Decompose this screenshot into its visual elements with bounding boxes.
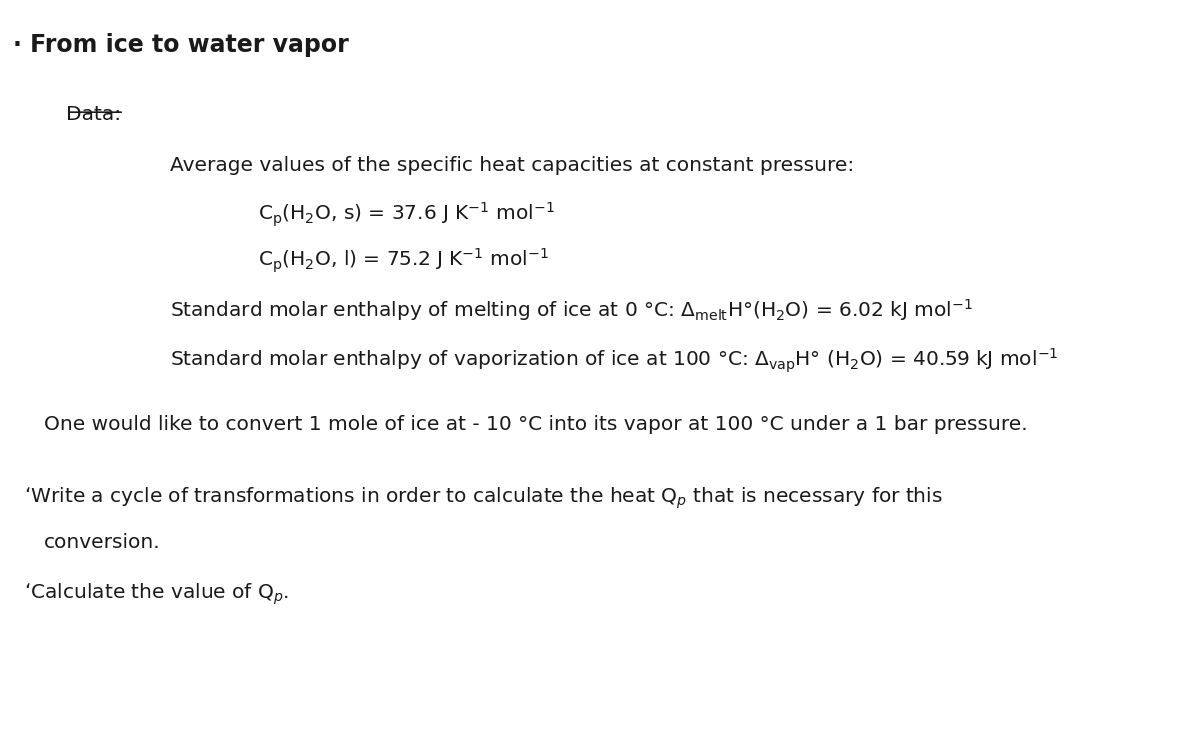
Text: $\mathregular{C_p}$(H$_2$O, l) = 75.2 J K$^{-1}$ mol$^{-1}$: $\mathregular{C_p}$(H$_2$O, l) = 75.2 J … xyxy=(258,246,548,275)
Text: · From ice to water vapor: · From ice to water vapor xyxy=(13,33,349,58)
Text: ‘Calculate the value of Q$_p$.: ‘Calculate the value of Q$_p$. xyxy=(24,582,289,607)
Text: ‘Write a cycle of transformations in order to calculate the heat Q$_p$ that is n: ‘Write a cycle of transformations in ord… xyxy=(24,486,943,511)
Text: Standard molar enthalpy of melting of ice at 0 °C: $\Delta_\mathregular{melt}$H°: Standard molar enthalpy of melting of ic… xyxy=(170,297,973,323)
Text: Standard molar enthalpy of vaporization of ice at 100 °C: $\Delta_\mathregular{v: Standard molar enthalpy of vaporization … xyxy=(170,347,1058,375)
Text: One would like to convert 1 mole of ice at - 10 °C into its vapor at 100 °C unde: One would like to convert 1 mole of ice … xyxy=(44,415,1027,434)
Text: Data:: Data: xyxy=(66,105,121,124)
Text: conversion.: conversion. xyxy=(44,533,161,552)
Text: $\mathregular{C_p}$(H$_2$O, s) = 37.6 J K$^{-1}$ mol$^{-1}$: $\mathregular{C_p}$(H$_2$O, s) = 37.6 J … xyxy=(258,201,554,229)
Text: Average values of the specific heat capacities at constant pressure:: Average values of the specific heat capa… xyxy=(170,156,854,176)
